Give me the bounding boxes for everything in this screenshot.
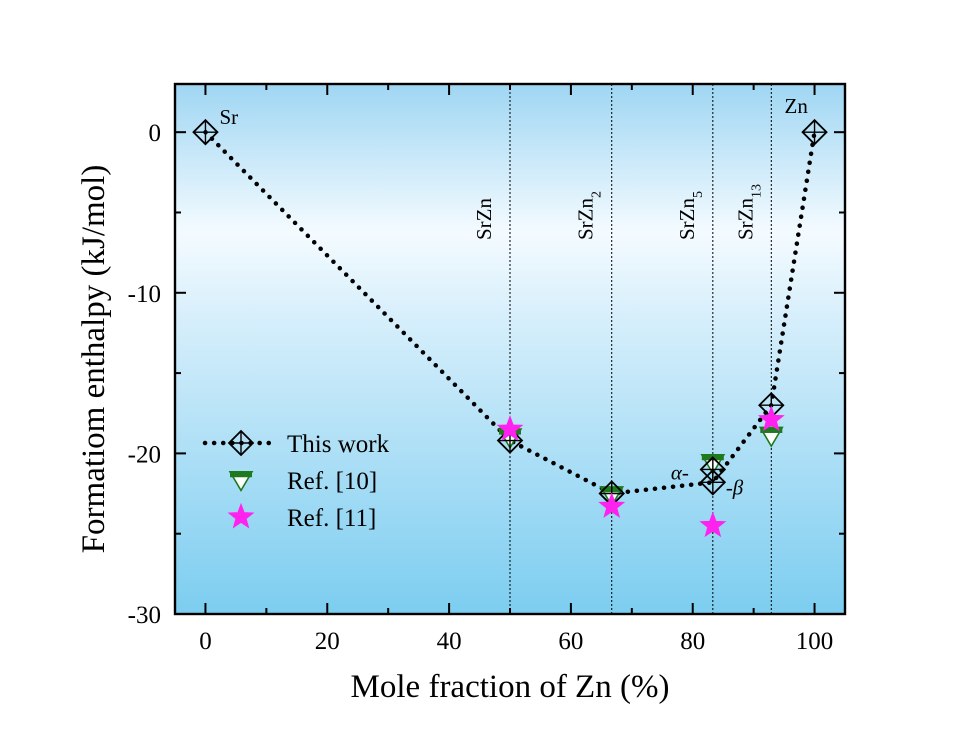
ref10-point-3-fill	[760, 427, 783, 433]
x-tick-label-4: 80	[680, 628, 705, 655]
this-work-point-0	[192, 118, 219, 146]
x-tick-label-2: 40	[437, 628, 462, 655]
legend-ref10-marker-fill	[230, 471, 252, 478]
x-tick-label-1: 20	[315, 628, 340, 655]
legend-ref10-marker	[228, 470, 254, 493]
annotation-sr: Sr	[219, 105, 238, 129]
legend-ref11-marker	[227, 502, 255, 529]
phase-label-sub-3: 13	[749, 184, 764, 198]
legend-label-ref11: Ref. [11]	[287, 505, 376, 532]
ref11-point-3	[757, 405, 785, 432]
annotation-alpha: α-	[671, 460, 689, 484]
ref11-point-0	[496, 415, 524, 441]
annotation-zn: Zn	[785, 94, 809, 118]
y-tick-label-3: -30	[128, 602, 161, 629]
series-this-work-line	[203, 129, 817, 496]
x-tick-label-5: 100	[796, 628, 834, 655]
this-work-extra-point-0	[699, 456, 727, 483]
ref11-point-1	[598, 492, 626, 518]
x-axis-title: Mole fraction of Zn (%)	[351, 669, 670, 705]
ref10-point-3	[758, 426, 784, 448]
legend-this-work-marker	[227, 429, 255, 457]
annotation-beta: -β	[726, 475, 744, 499]
phase-label-sub-2: 5	[690, 191, 705, 198]
legend-label-this-work: This work	[287, 431, 390, 458]
this-work-point-5	[801, 118, 828, 146]
y-tick-label-0: 0	[149, 120, 162, 147]
y-tick-label-2: -20	[128, 441, 161, 468]
phase-label-sub-1: 2	[589, 191, 604, 198]
phase-label-0: SrZn	[472, 198, 496, 241]
legend-label-ref10: Ref. [10]	[287, 468, 377, 495]
y-tick-label-1: -10	[128, 281, 161, 308]
ref11-point-2	[699, 511, 727, 538]
x-tick-label-3: 60	[558, 628, 583, 655]
x-tick-label-0: 0	[199, 628, 212, 655]
y-axis-title: Formatiom enthalpy (kJ/mol)	[76, 165, 112, 554]
